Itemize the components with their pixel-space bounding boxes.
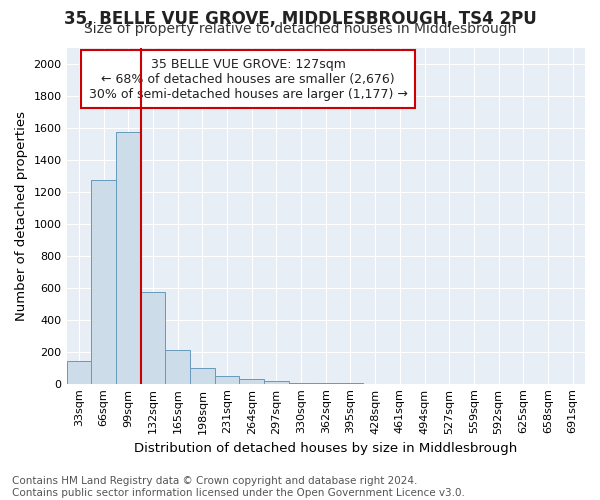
X-axis label: Distribution of detached houses by size in Middlesbrough: Distribution of detached houses by size … xyxy=(134,442,517,455)
Bar xyxy=(116,132,140,384)
Bar xyxy=(264,382,289,384)
Bar xyxy=(140,292,165,384)
Bar xyxy=(215,376,239,384)
Text: Contains HM Land Registry data © Crown copyright and database right 2024.
Contai: Contains HM Land Registry data © Crown c… xyxy=(12,476,465,498)
Text: 35, BELLE VUE GROVE, MIDDLESBROUGH, TS4 2PU: 35, BELLE VUE GROVE, MIDDLESBROUGH, TS4 … xyxy=(64,10,536,28)
Y-axis label: Number of detached properties: Number of detached properties xyxy=(15,110,28,320)
Bar xyxy=(91,180,116,384)
Bar xyxy=(239,379,264,384)
Bar xyxy=(289,383,313,384)
Text: Size of property relative to detached houses in Middlesbrough: Size of property relative to detached ho… xyxy=(84,22,516,36)
Bar xyxy=(67,362,91,384)
Bar xyxy=(313,383,338,384)
Text: 35 BELLE VUE GROVE: 127sqm
← 68% of detached houses are smaller (2,676)
30% of s: 35 BELLE VUE GROVE: 127sqm ← 68% of deta… xyxy=(89,58,407,100)
Bar xyxy=(165,350,190,384)
Bar xyxy=(190,368,215,384)
